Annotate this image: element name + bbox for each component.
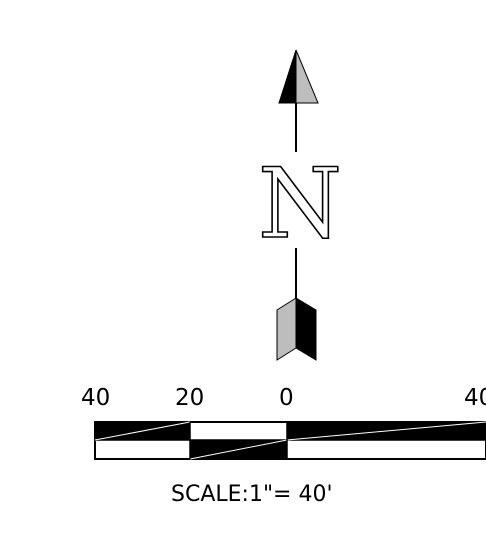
north-letter: N <box>257 148 343 260</box>
scale-label-right-40: 40 <box>464 385 486 411</box>
scale-caption: SCALE:1"= 40' <box>171 482 333 507</box>
arrow-tip-dark-half <box>278 49 297 104</box>
arrow-tail-light-half <box>276 297 297 361</box>
scale-label-20: 20 <box>175 385 205 411</box>
arrow-tail-dark-half <box>295 297 317 361</box>
arrow-tip-light-half <box>295 49 319 104</box>
scale-diagonal-2 <box>189 439 288 460</box>
scale-bar <box>94 421 486 460</box>
scale-label-0: 0 <box>279 385 294 411</box>
north-arrow <box>276 49 319 361</box>
scale-label-left-40: 40 <box>81 385 111 411</box>
scale-diagonal-3 <box>286 421 486 441</box>
scale-diagonal-1 <box>94 421 191 441</box>
